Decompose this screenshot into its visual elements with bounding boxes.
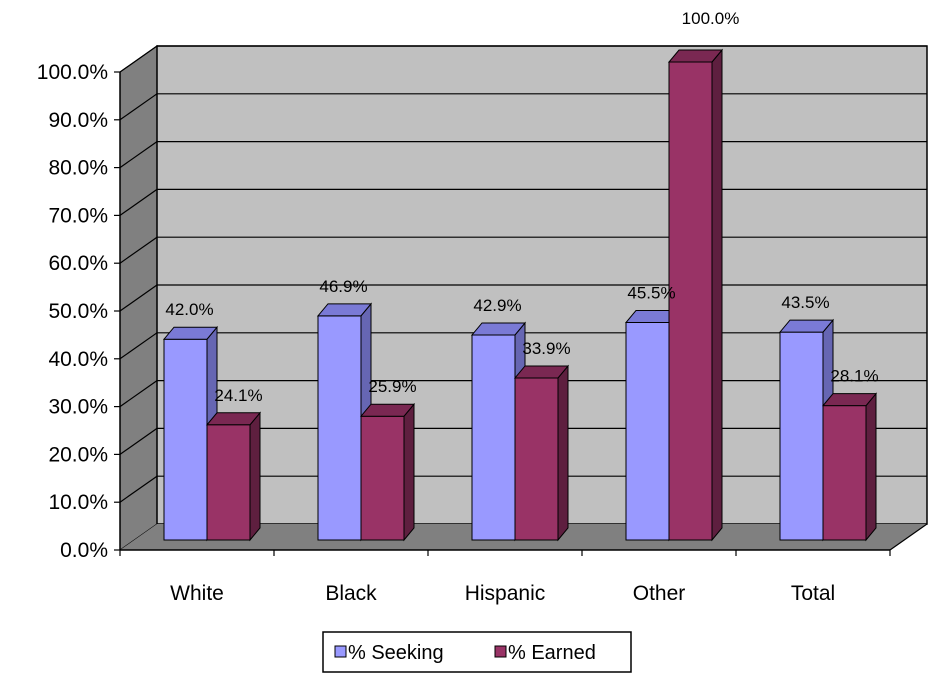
bar-front — [206, 424, 251, 541]
floor-edge — [889, 523, 928, 551]
bar-top — [205, 412, 262, 426]
bar — [513, 364, 570, 542]
bar-side — [249, 411, 261, 542]
y-tick-label: 50.0% — [48, 300, 108, 323]
bar-side — [557, 364, 569, 542]
data-label: 43.5% — [781, 293, 829, 312]
data-label: 25.9% — [368, 377, 416, 396]
legend-label: % Earned — [508, 642, 596, 664]
bar-top — [359, 403, 416, 417]
bar-front — [625, 322, 670, 541]
bar-side — [403, 402, 415, 542]
y-tick-label: 30.0% — [48, 396, 108, 419]
x-tick-label: Total — [791, 582, 835, 605]
y-tick-label: 100.0% — [37, 61, 108, 84]
x-tick-label: Other — [633, 582, 686, 605]
bar-top — [667, 49, 724, 63]
data-label: 42.0% — [165, 300, 213, 319]
data-labels: 42.0% 24.1% 46.9% 25.9% 42.9% 33.9% 45.5% 100.0… — [165, 9, 878, 405]
x-axis: White Black Hispanic Other Total — [119, 523, 928, 605]
x-tick-label: White — [170, 582, 224, 605]
y-tick-label: 40.0% — [48, 348, 108, 371]
data-label: 42.9% — [473, 296, 521, 315]
gridline — [119, 45, 927, 73]
bar — [359, 402, 416, 542]
bar-front — [779, 331, 824, 541]
data-label: 24.1% — [214, 386, 262, 405]
bar-top — [316, 303, 373, 317]
y-tick-label: 0.0% — [60, 539, 108, 562]
y-tick-label: 60.0% — [48, 252, 108, 275]
data-label: 45.5% — [627, 284, 675, 303]
legend-swatch — [334, 645, 347, 658]
bar-top — [513, 365, 570, 379]
bar-side — [711, 48, 723, 542]
x-tick-label: Hispanic — [465, 582, 546, 605]
bar — [667, 48, 724, 542]
bars — [162, 48, 878, 542]
bar-top — [470, 322, 527, 336]
bar-front — [360, 415, 405, 541]
legend-label: % Seeking — [348, 642, 444, 664]
bar-front — [514, 377, 559, 541]
bar-top — [821, 393, 878, 407]
data-label: 100.0% — [682, 9, 740, 28]
x-tick-label: Black — [325, 582, 377, 605]
legend: % Seeking % Earned — [322, 631, 632, 673]
y-tick-label: 10.0% — [48, 491, 108, 514]
y-tick-label: 20.0% — [48, 443, 108, 466]
bar-top — [778, 319, 835, 333]
bar-front — [822, 405, 867, 541]
legend-box — [322, 631, 632, 673]
data-label: 46.9% — [319, 277, 367, 296]
data-label: 33.9% — [522, 339, 570, 358]
bar-front — [163, 338, 208, 541]
bar-front — [317, 315, 362, 541]
bar — [205, 411, 262, 542]
bar-side — [865, 392, 877, 542]
y-tick-label: 90.0% — [48, 109, 108, 132]
bar-front — [471, 334, 516, 541]
bar-top — [162, 326, 219, 340]
y-axis: 0.0% 10.0% 20.0% 30.0% 40.0% 50.0% 60.0% 70.0% 8… — [37, 61, 121, 562]
legend-swatch — [494, 645, 507, 658]
y-tick-label: 80.0% — [48, 157, 108, 180]
data-label: 28.1% — [830, 367, 878, 386]
bar — [821, 392, 878, 542]
y-tick-label: 70.0% — [48, 204, 108, 227]
